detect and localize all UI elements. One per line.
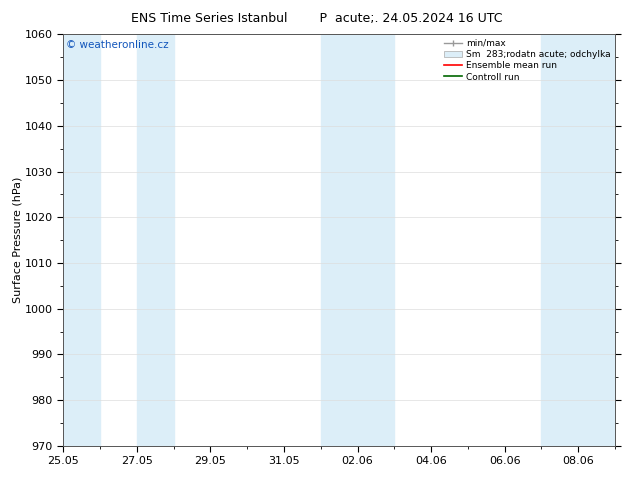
Bar xyxy=(541,34,615,446)
Legend: min/max, Sm  283;rodatn acute; odchylka, Ensemble mean run, Controll run: min/max, Sm 283;rodatn acute; odchylka, … xyxy=(441,35,614,85)
Bar xyxy=(63,34,100,446)
Bar xyxy=(321,34,394,446)
Y-axis label: Surface Pressure (hPa): Surface Pressure (hPa) xyxy=(12,177,22,303)
Bar xyxy=(137,34,174,446)
Text: © weatheronline.cz: © weatheronline.cz xyxy=(66,41,169,50)
Text: ENS Time Series Istanbul        P  acute;. 24.05.2024 16 UTC: ENS Time Series Istanbul P acute;. 24.05… xyxy=(131,12,503,25)
